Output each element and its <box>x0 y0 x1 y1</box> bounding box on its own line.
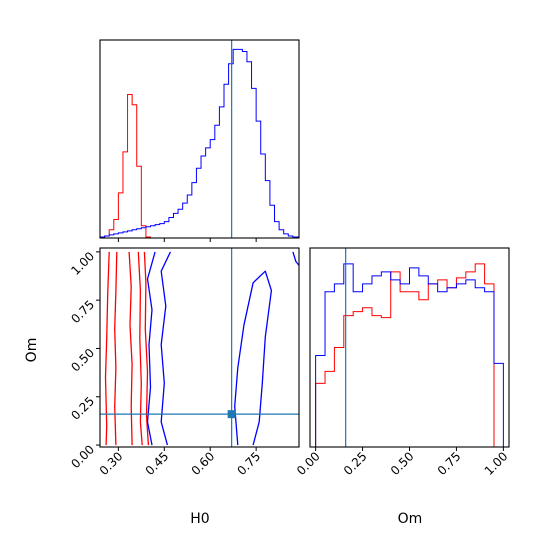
contour-line-red <box>137 251 143 446</box>
contour-line-blue <box>234 270 273 446</box>
histogram-step-red <box>99 94 299 239</box>
x-tick-label-H0: 0.45 <box>143 449 172 478</box>
histogram-step-blue <box>99 48 300 238</box>
contour-line-blue <box>160 251 171 446</box>
contour-panel-H0-Om: 0.30 0.45 0.60 0.75 0.00 0.25 0.50 0.75 1.00 <box>68 247 300 478</box>
panel-frame <box>99 247 300 448</box>
x-tick-label-Om: 0.50 <box>388 449 417 478</box>
x-tick-label-Om: 0.00 <box>294 449 323 478</box>
contour-lines <box>104 251 299 446</box>
x-tick-label-Om: 0.25 <box>341 449 370 478</box>
contour-line-blue <box>146 251 156 446</box>
histogram-step-red <box>315 263 504 448</box>
histogram-step-blue <box>315 263 504 447</box>
panel-frame <box>99 39 300 239</box>
y-tick-label-Om: 0.50 <box>68 346 97 375</box>
x-tick-label-Om: 1.00 <box>482 449 511 478</box>
x-tick-label-H0: 0.75 <box>234 449 263 478</box>
contour-line-red <box>104 251 110 446</box>
y-tick-label-Om: 0.00 <box>68 442 97 471</box>
y-tick-label-Om: 1.00 <box>68 249 97 278</box>
y-axis-label-Om: Om <box>24 338 40 363</box>
contour-line-blue <box>292 251 299 266</box>
x-axis-label-Om: Om <box>398 511 423 527</box>
contour-line-red <box>128 251 133 446</box>
contour-line-red <box>114 251 118 446</box>
y-tick-label-Om: 0.75 <box>68 297 97 326</box>
y-tick-label-Om: 0.25 <box>68 394 97 423</box>
histogram-panel-H0 <box>99 39 300 242</box>
x-tick-label-H0: 0.30 <box>97 449 126 478</box>
x-tick-label-Om: 0.75 <box>435 449 464 478</box>
x-tick-label-H0: 0.60 <box>189 449 218 478</box>
contour-line-red <box>143 251 150 446</box>
truth-marker <box>227 410 236 419</box>
histogram-panel-Om: 0.00 0.25 0.50 0.75 1.00 <box>294 247 511 478</box>
x-axis-label-H0: H0 <box>190 511 209 527</box>
